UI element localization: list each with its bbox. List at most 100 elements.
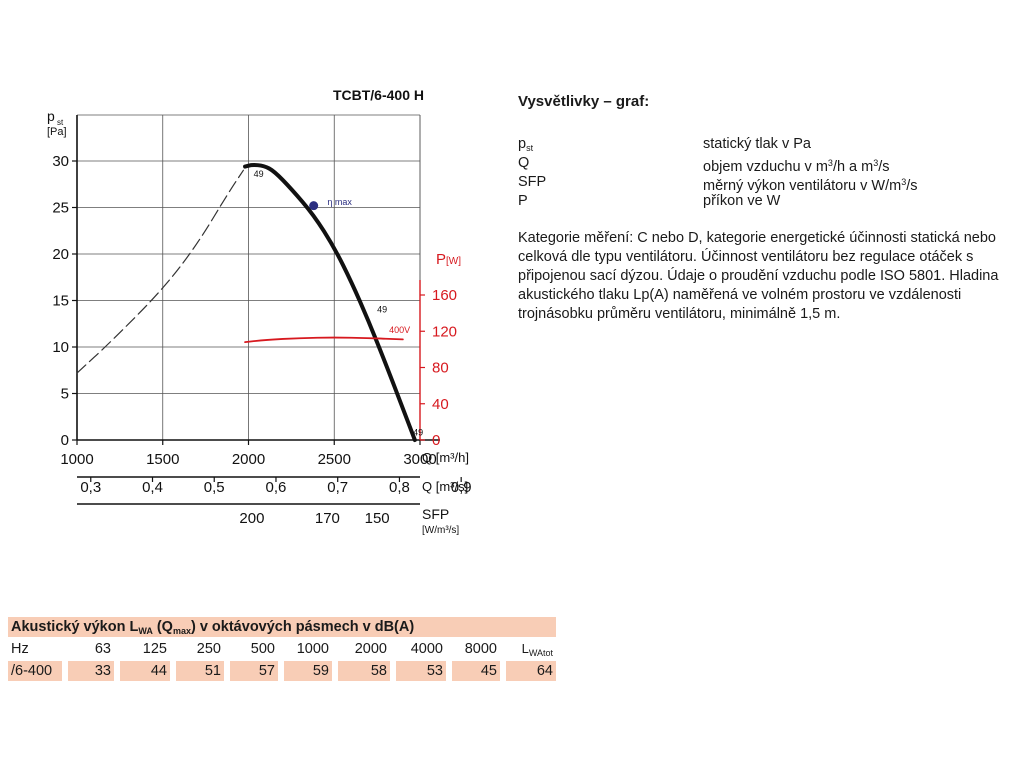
x2-tick-label: 0,6 bbox=[266, 479, 287, 496]
table-gap bbox=[224, 661, 230, 681]
legend-row-sfp: SFP měrný výkon ventilátoru v W/m3/s bbox=[518, 173, 1018, 194]
band-header: 4000 bbox=[410, 641, 443, 657]
table-gap bbox=[278, 661, 284, 681]
acoustic-table-title: Akustický výkon LWA (Qmax) v oktávových … bbox=[8, 617, 556, 637]
x2-axis-label: Q [m³/s] bbox=[422, 479, 468, 494]
y-tick-label: 20 bbox=[52, 246, 69, 263]
speed-label: 49 bbox=[377, 305, 387, 315]
chart-grid bbox=[76, 114, 421, 441]
legend-desc-sfp: měrný výkon ventilátoru v W/m3/s bbox=[703, 177, 918, 194]
y-right-axis-label: P bbox=[436, 251, 446, 268]
band-header: 8000 bbox=[464, 641, 497, 657]
x2-tick-label: 0,8 bbox=[389, 479, 410, 496]
x2-tick-label: 0,4 bbox=[142, 479, 163, 496]
x-tick-label: 2000 bbox=[232, 451, 265, 468]
band-header: 1000 bbox=[296, 641, 329, 657]
speed-label: 49 bbox=[254, 169, 264, 179]
y-axis-label-sub: st bbox=[57, 118, 64, 127]
y-right-axis-unit: [W] bbox=[446, 256, 461, 267]
table-gap bbox=[114, 661, 120, 681]
legend-row-flow: Q objem vzduchu v m3/h a m3/s bbox=[518, 154, 1018, 175]
y-right-tick-label: 0 bbox=[432, 432, 440, 449]
acoustic-power-table: Akustický výkon LWA (Qmax) v oktávových … bbox=[8, 615, 556, 683]
y-right-tick-label: 40 bbox=[432, 396, 449, 413]
legend-row-pressure: pst statický tlak v Pa bbox=[518, 135, 1018, 154]
legend-desc-q: objem vzduchu v m3/h a m3/s bbox=[703, 158, 890, 175]
band-header: 63 bbox=[94, 641, 111, 657]
model-cell: /6-400 bbox=[8, 661, 62, 681]
x3-tick-label: 150 bbox=[365, 510, 390, 527]
y-right-tick-label: 160 bbox=[432, 287, 457, 304]
legend-symbol-sfp: SFP bbox=[518, 174, 547, 190]
acoustic-table-header-row: Hz 63 125 250 500 1000 2000 4000 8000 LWAtot bbox=[8, 639, 556, 659]
x2-tick-label: 0,3 bbox=[80, 479, 101, 496]
table-gap bbox=[170, 661, 176, 681]
acoustic-table-title-row: Akustický výkon LWA (Qmax) v oktávových … bbox=[8, 617, 556, 637]
y-tick-label: 0 bbox=[61, 432, 69, 449]
legend-heading: Vysvětlivky – graf: bbox=[518, 93, 650, 110]
x3-tick-label: 200 bbox=[239, 510, 264, 527]
band-value-cell: 33 bbox=[68, 661, 114, 681]
x-tick-label: 1000 bbox=[60, 451, 93, 468]
chart-series bbox=[76, 163, 417, 442]
table-gap bbox=[332, 661, 338, 681]
legend-paragraph: Kategorie měření: C nebo D, kategorie en… bbox=[518, 230, 999, 322]
y-axis-label: p bbox=[47, 108, 55, 124]
x3-axis-label: SFP bbox=[422, 506, 449, 522]
series-power bbox=[244, 336, 404, 344]
x-tick-label: 3000 bbox=[403, 451, 436, 468]
legend-symbol-q: Q bbox=[518, 155, 530, 171]
legend-row-power: P příkon ve W bbox=[518, 192, 1018, 211]
band-header: 500 bbox=[250, 641, 275, 657]
eta-max-point bbox=[309, 201, 319, 211]
x2-tick-label: 0,5 bbox=[204, 479, 225, 496]
y-tick-label: 25 bbox=[52, 200, 69, 217]
band-value-cell: 59 bbox=[284, 661, 332, 681]
total-value-cell: 64 bbox=[506, 661, 556, 681]
speed-label: 49 bbox=[413, 427, 423, 437]
table-gap bbox=[62, 661, 68, 681]
y-axis-unit: [Pa] bbox=[47, 126, 67, 138]
x-tick-label: 1500 bbox=[146, 451, 179, 468]
band-value-cell: 51 bbox=[176, 661, 224, 681]
band-value-cell: 57 bbox=[230, 661, 278, 681]
band-header: 2000 bbox=[354, 641, 387, 657]
band-value-cell: 44 bbox=[120, 661, 170, 681]
table-gap bbox=[446, 661, 452, 681]
legend-desc-p: příkon ve W bbox=[703, 193, 781, 209]
x3-tick-label: 170 bbox=[315, 510, 340, 527]
x-tick-label: 2500 bbox=[318, 451, 351, 468]
band-value-cell: 53 bbox=[396, 661, 446, 681]
y-right-tick-label: 120 bbox=[432, 323, 457, 340]
y-tick-label: 10 bbox=[52, 339, 69, 356]
y-tick-label: 15 bbox=[52, 293, 69, 310]
legend-symbol-p: P bbox=[518, 193, 528, 209]
legend-desc-pst: statický tlak v Pa bbox=[703, 136, 811, 152]
power-series-label: 400V bbox=[389, 325, 410, 335]
band-value-cell: 58 bbox=[338, 661, 390, 681]
acoustic-table-value-row: /6-400 33 44 51 57 59 58 53 45 64 bbox=[8, 661, 556, 681]
table-gap bbox=[500, 661, 506, 681]
hz-label: Hz bbox=[11, 641, 29, 657]
total-header: LWAtot bbox=[521, 640, 553, 658]
y-tick-label: 5 bbox=[61, 386, 69, 403]
eta-max-label: η max bbox=[327, 197, 352, 207]
x2-tick-label: 0,9 bbox=[451, 479, 472, 496]
x2-tick-label: 0,7 bbox=[327, 479, 348, 496]
band-header: 125 bbox=[142, 641, 167, 657]
y-tick-label: 30 bbox=[52, 153, 69, 170]
legend-panel: Vysvětlivky – graf: pst statický tlak v … bbox=[518, 92, 1018, 324]
series-pressure-stall bbox=[76, 169, 244, 374]
chart-title: TCBT/6-400 H bbox=[333, 87, 424, 103]
band-value-cell: 45 bbox=[452, 661, 500, 681]
x-axis-label: Q [m³/h] bbox=[422, 450, 469, 465]
band-header: 250 bbox=[196, 641, 221, 657]
table-gap bbox=[390, 661, 396, 681]
y-right-tick-label: 80 bbox=[432, 360, 449, 377]
series-pressure bbox=[243, 163, 417, 442]
legend-symbol-pst: pst bbox=[518, 136, 534, 153]
x3-axis-unit: [W/m³/s] bbox=[422, 525, 459, 536]
